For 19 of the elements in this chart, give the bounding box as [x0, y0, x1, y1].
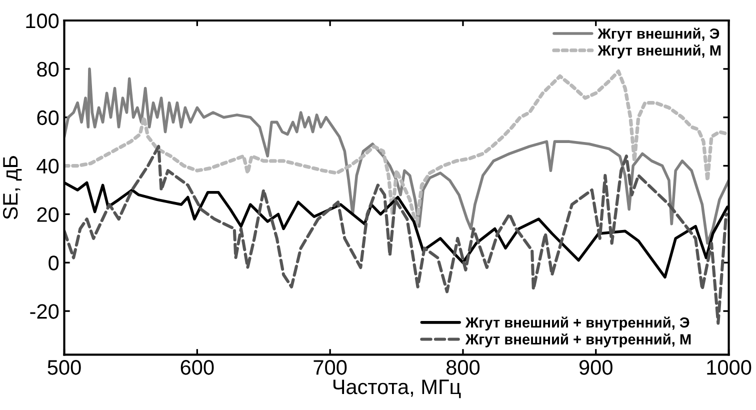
legend-label: Жгут внешний, М	[598, 44, 721, 58]
legend-label: Жгут внешний, Э	[598, 28, 720, 42]
x-axis-title: Частота, МГц	[333, 380, 461, 398]
x-tick-label: 900	[579, 360, 612, 375]
y-tick-label: 40	[36, 158, 59, 174]
y-tick-label: 60	[37, 110, 59, 126]
y-tick-label: 20	[37, 207, 59, 222]
y-tick-label: 80	[37, 62, 59, 77]
x-tick-label: 500	[48, 360, 81, 375]
x-tick-label: 700	[314, 360, 347, 375]
y-tick-label: -20	[30, 304, 59, 319]
x-tick-label: 800	[446, 360, 480, 375]
legend-label: Жгут внешний + внутренний, М	[465, 333, 691, 348]
x-tick-label: 600	[180, 360, 214, 375]
x-tick-label: 1000	[707, 360, 752, 375]
y-tick-label: 100	[26, 14, 59, 28]
y-axis-title: SE, дБ	[2, 156, 22, 220]
y-tick-label: 0	[48, 256, 59, 270]
legend-label: Жгут внешний + внутренний, Э	[465, 316, 690, 331]
